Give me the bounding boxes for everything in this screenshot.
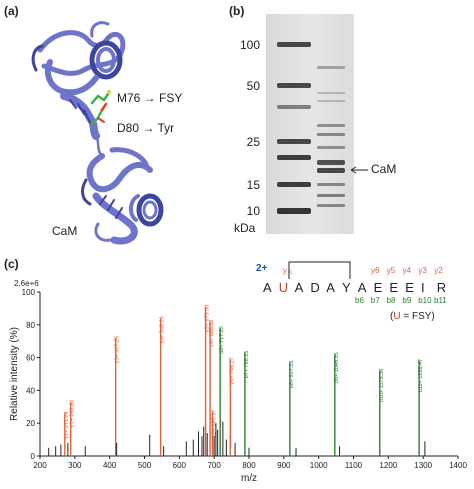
sequence-residue: E — [373, 280, 383, 295]
x-tick-label: 500 — [138, 461, 152, 470]
peak-label: y3+ 417.25 — [115, 336, 121, 363]
x-tick-label: 1200 — [379, 461, 397, 470]
x-axis-label: m/z — [241, 473, 257, 484]
ladder-25-label: 25 — [246, 135, 260, 149]
ladder-100-label: 100 — [239, 38, 260, 52]
mutation-m76-label: M76 → FSY — [117, 91, 183, 105]
y11-ion-label: y₁₁ — [283, 266, 293, 275]
x-tick-label: 600 — [173, 461, 187, 470]
b-ion-label: b7 — [370, 296, 380, 305]
x-tick-label: 1000 — [310, 461, 328, 470]
x-tick-label: 1300 — [414, 461, 432, 470]
peak-label: y1+ 271.24 — [64, 411, 70, 438]
y-ion-label: y3 — [418, 266, 427, 275]
y-tick-label: 20 — [26, 419, 35, 428]
x-tick-label: 400 — [103, 461, 117, 470]
sequence-residue: R — [436, 280, 447, 295]
sequence-residue: A — [357, 280, 367, 295]
panel-c-label: (c) — [4, 257, 19, 271]
sequence-residue: A — [294, 280, 304, 295]
ladder-50-label: 50 — [246, 79, 260, 93]
ladder-10-label: 10 — [246, 204, 260, 218]
x-tick-label: 300 — [68, 461, 82, 470]
y-ion-label: y5 — [386, 266, 396, 275]
charge-state-label: 2+ — [256, 263, 268, 274]
y-tick-label: 100 — [22, 288, 36, 297]
x-tick-label: 800 — [242, 461, 256, 470]
y-ion-label: y6 — [371, 266, 380, 275]
b-ion-label: b9 — [402, 296, 412, 305]
peak-label: y1+ 288.20 — [70, 400, 76, 427]
y-tick-label: 40 — [26, 386, 35, 395]
fsy-legend: (U = FSY) — [390, 311, 435, 322]
peak-label: b7+ 788.25 — [244, 351, 250, 379]
sequence-residue: A — [263, 280, 272, 295]
x-tick-label: 1100 — [345, 461, 363, 470]
peak-label: b8+ 917.29 — [289, 361, 295, 389]
cam-structure-label: CaM — [52, 224, 78, 238]
b-ion-label: b6 — [355, 296, 364, 305]
legend-fsy-text: = FSY) — [403, 311, 435, 322]
panel-a-label: (a) — [4, 4, 19, 18]
x-tick-label: 200 — [33, 461, 47, 470]
sequence-residue: D — [310, 280, 320, 295]
y-tick-label: 80 — [26, 321, 35, 330]
sequence-residue: I — [421, 280, 425, 295]
peak-label: y6+ 746.27 — [229, 357, 235, 384]
sequence-residue: A — [326, 280, 335, 295]
ladder-15-label: 15 — [246, 178, 260, 192]
sequence-residue: E — [389, 280, 399, 295]
intensity-scale-label: 2.6e+6 — [14, 279, 39, 288]
peak-label: y5+ 675.33 — [205, 305, 211, 332]
x-tick-label: 1400 — [449, 461, 467, 470]
mutation-d80-label: D80 → Tyr — [117, 121, 175, 135]
b-ion-label: b10 — [418, 296, 432, 305]
y-ion-label: y4 — [402, 266, 412, 275]
peak-label: b9+ 1046.35 — [334, 352, 340, 383]
peak-label: y6+ 688.32 — [209, 320, 215, 347]
panel-b-label: (b) — [229, 4, 245, 18]
y-tick-label: 60 — [26, 354, 35, 363]
peak-label: y4+ 546.29 — [160, 316, 166, 343]
sequence-residue: U — [278, 280, 289, 295]
y-axis-label: Relative intensity (%) — [9, 327, 20, 421]
legend-open-paren: ( — [390, 311, 394, 322]
cam-band-label: CaM — [371, 162, 397, 176]
y-tick-label: 0 — [31, 452, 36, 461]
peak-label: b6+ 717.22 — [219, 326, 225, 354]
peak-label: b10+ 1175.38 — [379, 369, 385, 402]
peak-label: b5+ 695.37 — [212, 410, 218, 438]
y-ion-label: y2 — [434, 266, 443, 275]
legend-u-symbol: U — [393, 311, 401, 322]
sequence-residue: Y — [342, 280, 351, 295]
b-ion-label: b11 — [434, 296, 447, 305]
kda-unit-label: kDa — [234, 221, 256, 235]
peak-label: b11+ 1288.47 — [418, 359, 424, 392]
x-tick-label: 900 — [277, 461, 291, 470]
b-ion-label: b8 — [386, 296, 396, 305]
x-tick-label: 700 — [207, 461, 221, 470]
sequence-residue: E — [405, 280, 414, 295]
